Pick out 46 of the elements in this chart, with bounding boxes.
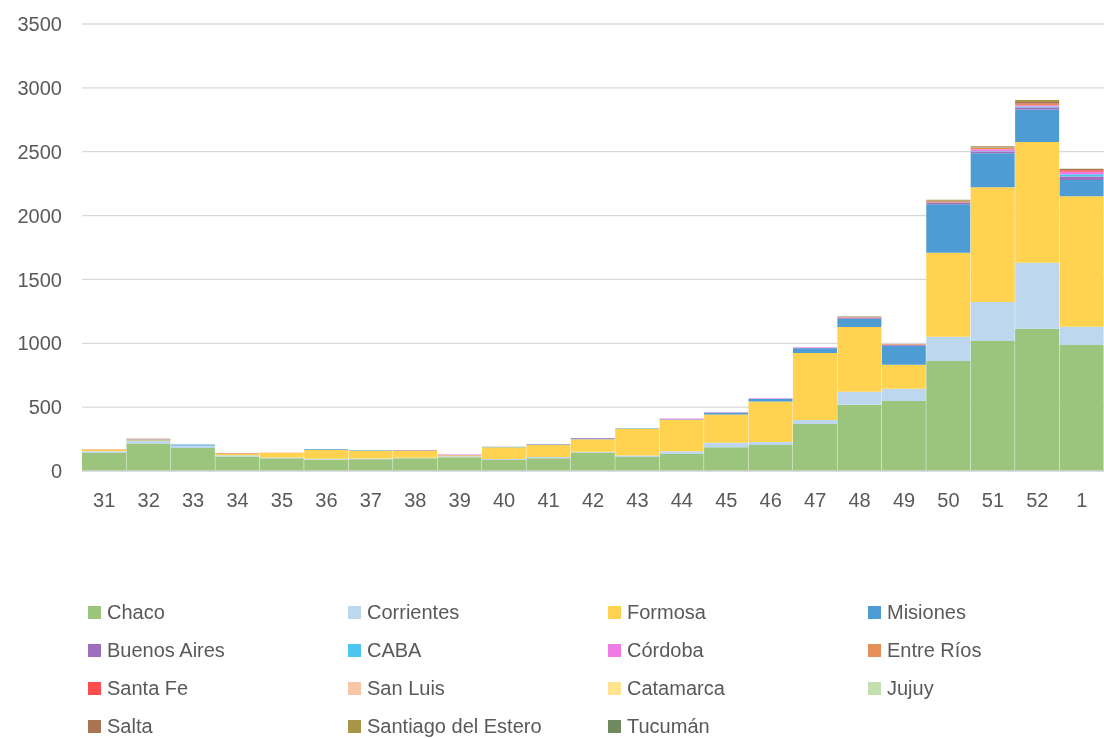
legend-label: Formosa [627, 601, 706, 623]
x-tick-label: 43 [626, 489, 649, 512]
legend-label: Entre Ríos [887, 639, 982, 661]
legend-label: Santa Fe [107, 677, 189, 699]
legend-label: Jujuy [887, 677, 934, 699]
y-tick-label: 1000 [17, 332, 62, 355]
legend-label: Catamarca [627, 677, 725, 699]
x-tick-label: 31 [93, 489, 116, 512]
x-tick-label: 50 [937, 489, 960, 512]
x-tick-label: 40 [493, 489, 516, 512]
x-tick-label: 44 [670, 489, 693, 512]
x-tick-label: 35 [270, 489, 294, 512]
x-tick-label: 34 [226, 489, 249, 512]
y-tick-label: 3000 [17, 76, 62, 99]
legend-label: San Luis [367, 677, 445, 699]
x-tick-label: 51 [981, 489, 1005, 512]
y-tick-label: 500 [28, 396, 62, 419]
legend-label: Santiago del Estero [367, 715, 542, 737]
y-tick-label: 3500 [17, 13, 62, 36]
x-tick-label: 1 [1076, 489, 1088, 512]
x-tick-label: 41 [537, 489, 560, 512]
legend-label: Tucumán [627, 715, 710, 737]
x-tick-label: 48 [848, 489, 871, 512]
x-tick-label: 47 [804, 489, 827, 512]
x-tick-label: 39 [448, 489, 471, 512]
y-tick-label: 1500 [17, 268, 62, 291]
legend-label: Córdoba [627, 639, 704, 661]
x-tick-label: 49 [892, 489, 916, 512]
legend-label: Salta [107, 715, 153, 737]
x-tick-label: 36 [315, 489, 338, 512]
y-tick-label: 2500 [17, 140, 62, 163]
legend-label: Corrientes [367, 601, 460, 623]
legend-label: Misiones [887, 601, 966, 623]
x-tick-label: 46 [759, 489, 782, 512]
y-tick-label: 0 [50, 460, 62, 483]
legend-label: Chaco [107, 601, 165, 623]
x-tick-label: 42 [581, 489, 605, 512]
y-tick-label: 2000 [17, 204, 62, 227]
legend-label: CABA [367, 639, 422, 661]
x-tick-label: 33 [181, 489, 205, 512]
x-tick-label: 38 [404, 489, 427, 512]
x-tick-label: 45 [715, 489, 738, 512]
x-tick-label: 37 [359, 489, 382, 512]
x-tick-label: 32 [137, 489, 160, 512]
x-tick-label: 52 [1026, 489, 1049, 512]
legend-label: Buenos Aires [107, 639, 225, 661]
